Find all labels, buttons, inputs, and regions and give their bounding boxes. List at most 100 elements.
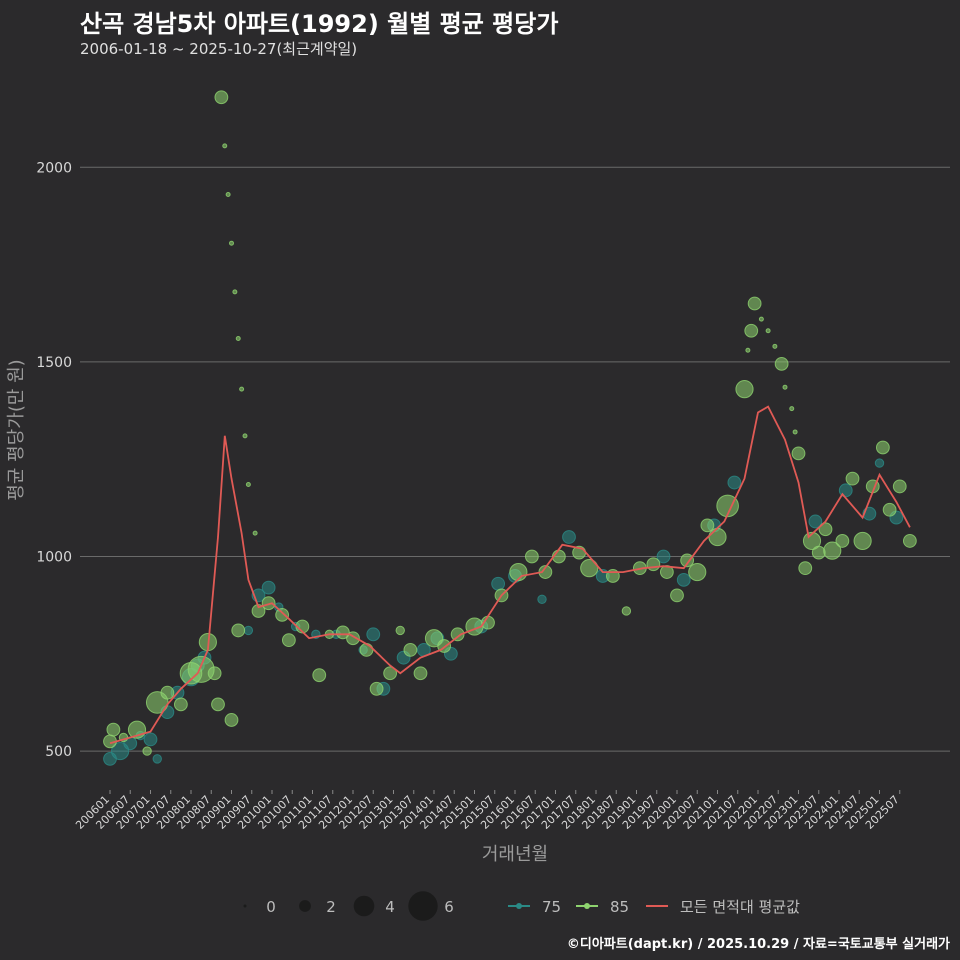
point-85 [369,681,384,696]
point-85 [700,518,715,533]
point-85 [225,192,231,198]
point-85 [312,668,327,683]
point-85 [413,666,428,681]
point-75 [874,458,885,468]
point-85 [798,561,813,576]
point-75 [152,754,162,764]
legend-75-swatch-dot [516,903,522,909]
point-85 [229,240,234,246]
series-85-points [103,90,917,756]
point-85 [142,746,152,756]
point-75 [243,625,254,636]
point-85 [245,481,251,487]
point-85 [231,623,246,638]
point-85 [359,642,374,657]
point-85 [688,562,707,582]
point-85 [853,531,872,551]
legend-85-swatch-dot [584,903,590,909]
point-85 [716,494,739,518]
point-85 [235,336,241,342]
legend-75-label: 75 [542,898,561,916]
point-85 [882,502,897,517]
point-85 [902,534,917,548]
x-axis-ticks: 2006012006072007012007072008012008072009… [73,790,902,832]
point-85 [214,90,229,105]
legend-size-label: 6 [444,898,454,916]
point-85 [173,697,188,712]
point-85 [524,549,539,564]
point-85 [160,685,175,700]
point-75 [366,627,381,642]
point-85 [450,627,465,642]
legend-size-swatch [299,900,311,912]
legend-size-label: 2 [326,898,336,916]
point-75 [562,530,576,544]
point-85 [261,596,276,611]
point-85 [892,479,907,494]
point-85 [281,633,296,648]
point-85 [835,534,850,548]
point-85 [580,559,599,578]
point-85 [275,607,290,622]
point-85 [772,343,778,349]
point-85 [106,722,121,737]
series-75-points [103,458,904,766]
legend-size-label: 4 [385,898,395,916]
x-axis-label: 거래년월 [482,844,548,865]
point-75 [491,576,506,591]
point-75 [727,475,742,490]
point-85 [239,386,245,392]
point-85 [252,530,258,536]
point-85 [875,440,890,455]
point-75 [656,549,671,564]
point-85 [207,666,222,681]
point-85 [211,697,225,712]
point-85 [735,380,754,399]
point-85 [758,316,764,322]
point-85 [680,553,695,568]
y-tick-label: 2000 [36,160,72,176]
point-85 [646,557,661,572]
point-85 [789,406,795,412]
mean-line-path [109,405,911,745]
point-85 [744,323,759,338]
chart-title: 산곡 경남5차 아파트(1992) 월별 평균 평당가 [80,10,559,38]
point-85 [823,541,842,560]
point-85 [791,446,806,461]
legend: 0 2 4 6 75 85 모든 면적대 평균값 [243,891,800,921]
y-axis-ticks: 500 1000 1500 2000 [36,160,72,760]
point-85 [383,666,398,681]
chart-subtitle: 2006-01-18 ~ 2025-10-27(최근계약일) [80,40,358,58]
point-75 [808,514,823,529]
point-85 [395,625,405,636]
y-tick-label: 500 [45,744,72,760]
point-85 [242,433,248,439]
point-85 [792,429,798,435]
point-85 [335,625,350,640]
point-85 [670,588,684,603]
point-85 [232,289,238,295]
point-75 [261,580,276,595]
legend-size-swatch [353,895,375,917]
point-85 [621,606,632,616]
point-85 [774,356,789,371]
point-75 [676,572,691,587]
legend-mean-label: 모든 면적대 평균값 [680,898,800,916]
legend-size-swatch [408,891,438,921]
point-85 [818,522,833,537]
point-85 [403,642,418,657]
point-75 [143,732,158,747]
point-85 [782,384,788,390]
mean-line [109,405,911,745]
point-85 [845,471,860,486]
point-85 [745,347,751,353]
y-tick-label: 1000 [36,549,72,565]
legend-85-label: 85 [610,898,629,916]
point-85 [811,545,826,560]
point-85 [222,143,228,149]
legend-size-swatch [243,904,247,908]
y-tick-label: 1500 [36,355,72,371]
credit-footer: ©디아파트(dapt.kr) / 2025.10.29 / 자료=국토교통부 실… [566,937,950,952]
point-75 [537,594,547,604]
grid-lines [80,166,950,752]
